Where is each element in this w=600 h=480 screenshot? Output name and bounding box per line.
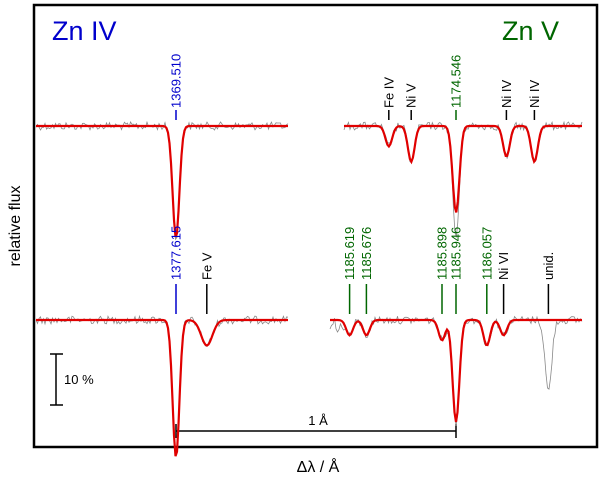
model-spectrum-zn-iv-1377 (36, 318, 288, 457)
line-label-zn-v-1174-1: Ni V (404, 83, 419, 108)
line-label-zn-v-1186-4: 1186.057 (479, 227, 494, 280)
spectra-group: 1369.510 1377.615 Fe V Fe IV Ni V 1174.546 Ni … (35, 54, 583, 457)
title-zn-iv: Zn IV (52, 16, 117, 46)
line-label-zn-iv-1377-0: 1377.615 (169, 226, 184, 280)
line-label-zn-v-1186-6: unid. (541, 252, 556, 280)
model-spectrum-zn-iv-1369 (36, 124, 288, 238)
line-label-zn-v-1174-4: Ni IV (527, 80, 542, 109)
observed-spectrum-zn-iv-1369 (35, 120, 289, 241)
flux-scale-bar: 10 % (50, 353, 94, 406)
line-label-zn-v-1186-3: 1185.946 (449, 227, 464, 280)
line-label-zn-iv-1369-0: 1369.510 (169, 54, 184, 108)
wavelength-scale-bar-label: 1 Å (308, 413, 328, 428)
observed-spectrum-zn-v-1186 (329, 315, 583, 426)
plot-frame (32, 3, 599, 449)
line-label-zn-v-1186-5: Ni VI (496, 252, 511, 280)
line-label-zn-iv-1377-1: Fe V (199, 252, 214, 280)
line-label-zn-v-1186-0: 1185.619 (342, 227, 357, 280)
model-spectrum-zn-v-1186 (330, 318, 582, 423)
line-label-zn-v-1186-1: 1185.676 (359, 227, 374, 280)
x-axis-label: Δλ / Å (297, 457, 340, 476)
line-label-zn-v-1186-2: 1185.898 (435, 227, 450, 280)
model-spectrum-zn-v-1174 (344, 124, 582, 213)
flux-scale-bar-label: 10 % (64, 372, 94, 387)
panel-zn-iv-1369: 1369.510 (35, 54, 289, 241)
line-label-zn-v-1174-3: Ni IV (499, 80, 514, 109)
wavelength-scale-bar: 1 Å (175, 413, 457, 438)
y-axis-label: relative flux (7, 186, 24, 267)
panel-zn-v-1186: 1185.619 1185.676 1185.898 1185.946 1186.057… (329, 227, 583, 426)
panel-zn-iv-1377: 1377.615 Fe V (35, 226, 289, 457)
panel-zn-v-1174: Fe IV Ni V 1174.546 Ni IV Ni IV (343, 55, 583, 238)
title-zn-v: Zn V (502, 16, 559, 46)
line-label-zn-v-1174-0: Fe IV (381, 77, 396, 108)
line-label-zn-v-1174-2: 1174.546 (449, 55, 464, 108)
